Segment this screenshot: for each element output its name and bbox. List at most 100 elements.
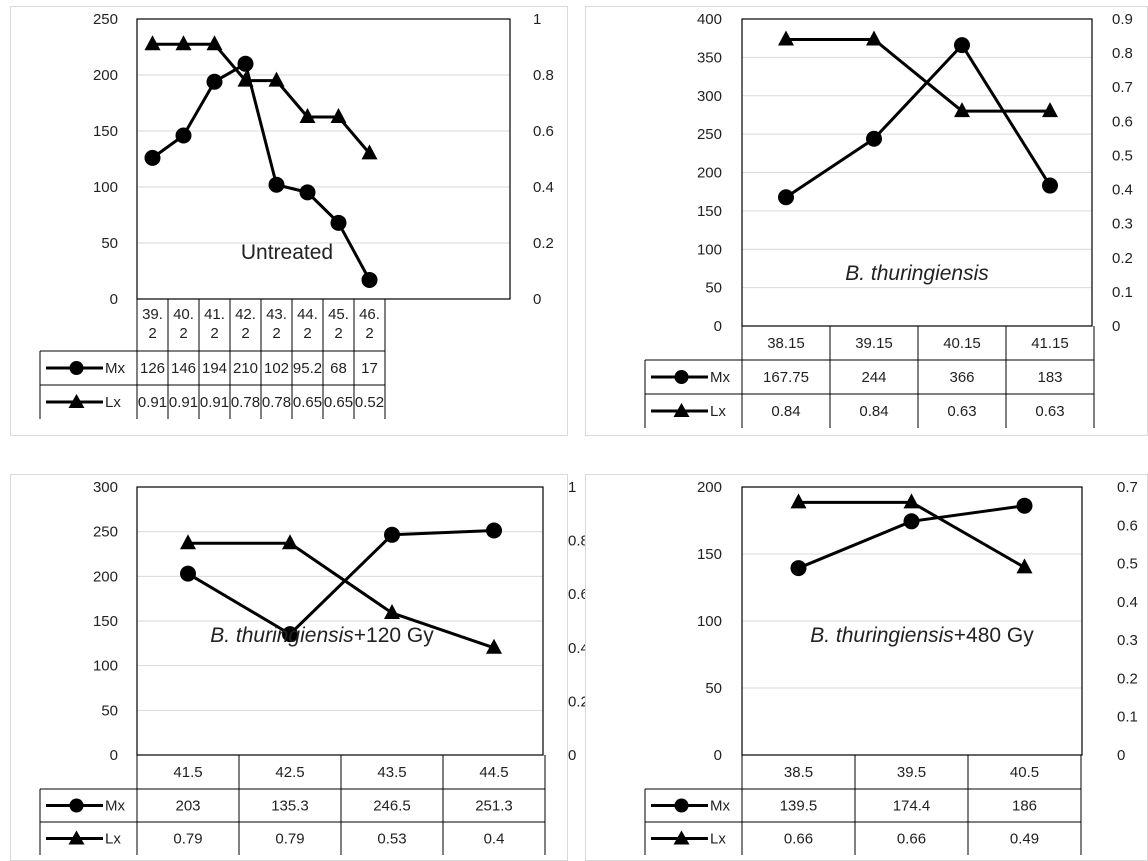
data-point <box>144 149 161 166</box>
table-value: 0.84 <box>859 403 888 420</box>
y-right-tick-label: 0.4 <box>568 640 589 657</box>
table-value: 210 <box>233 360 258 377</box>
data-point <box>237 71 254 87</box>
data-point <box>237 55 254 72</box>
data-point <box>384 603 400 619</box>
table-value: 203 <box>175 798 200 815</box>
table-value: 146 <box>171 360 196 377</box>
data-point <box>206 73 223 90</box>
category-label: 42.5 <box>275 764 304 781</box>
legend-label: Mx <box>105 360 125 377</box>
category-label: 39.15 <box>855 335 893 352</box>
y-left-tick-label: 250 <box>697 126 722 143</box>
y-right-tick-label: 0.8 <box>533 67 554 84</box>
series-lx: Lx 0.66 0.66 0.49 <box>651 493 1039 848</box>
table-value: 135.3 <box>271 798 309 815</box>
y-left-tick-label: 100 <box>93 658 118 675</box>
data-table: 39. 2 40. 2 41. 2 42. 2 43. 2 44. 2 45. 2 46. 2 <box>39 299 386 419</box>
data-point <box>1016 497 1033 514</box>
legend-label: Mx <box>710 369 730 386</box>
data-table: 38.5 39.5 40.5 <box>644 755 1082 855</box>
data-point <box>330 214 347 231</box>
y-right-tick-label: 0.6 <box>1117 517 1138 534</box>
category-label: 43. 2 <box>266 306 287 342</box>
legend-label: Mx <box>105 798 125 815</box>
data-point <box>790 493 807 509</box>
category-label: 40.5 <box>1010 764 1039 781</box>
y-left-tick-label: 50 <box>705 280 722 297</box>
category-label: 42. 2 <box>235 306 256 342</box>
y-left-tick-label: 400 <box>697 11 722 28</box>
table-value: 0.4 <box>484 831 505 848</box>
category-label: 44.5 <box>479 764 508 781</box>
category-label: 39.5 <box>897 764 926 781</box>
y-right-tick-label: 0 <box>533 291 541 308</box>
chart-frame <box>585 474 1148 861</box>
legend-key-marker <box>69 798 84 813</box>
y-left-tick-label: 300 <box>93 479 118 496</box>
data-point <box>486 638 502 654</box>
y-right-tick-label: 0.1 <box>1112 284 1133 301</box>
y-left-tick-label: 150 <box>93 123 118 140</box>
table-value: 0.79 <box>173 831 202 848</box>
y-left-tick-label: 50 <box>705 680 722 697</box>
y-right-tick-label: 1 <box>533 11 541 28</box>
legend-label: Lx <box>105 831 121 848</box>
data-point <box>180 534 196 550</box>
category-label: 41.5 <box>173 764 202 781</box>
table-value: 102 <box>264 360 289 377</box>
annotation-name: B. thuringiensis <box>810 624 954 647</box>
y-left-tick-label: 50 <box>101 702 118 719</box>
plot-area <box>741 18 1093 327</box>
series-line <box>152 42 371 155</box>
annotation-name: Untreated <box>241 241 333 264</box>
y-left-tick-label: 250 <box>93 11 118 28</box>
series-lx: Lx 0.84 0.84 0.63 0.63 <box>651 30 1065 420</box>
y-right-tick-label: 0.3 <box>1112 216 1133 233</box>
legend-key-marker <box>673 403 690 417</box>
series-mx: Mx 167.75 244 366 183 <box>651 37 1063 386</box>
y-right-tick-label: 0.6 <box>568 586 589 603</box>
y-right-tick-label: 0.4 <box>1117 594 1138 611</box>
category-label: 46. 2 <box>359 306 380 342</box>
y-left-tick-label: 200 <box>93 568 118 585</box>
table-value: 0.52 <box>355 394 384 411</box>
y-left-tick-label: 300 <box>697 88 722 105</box>
category-label: 38.15 <box>767 335 805 352</box>
series-mx: Mx 203 135.3 246.5 251.3 <box>46 522 513 815</box>
panel-annotation: Untreated <box>241 241 333 264</box>
table-value: 0.91 <box>138 394 167 411</box>
series-line <box>785 43 1052 199</box>
data-point <box>1042 177 1058 194</box>
data-point <box>268 176 285 193</box>
y-right-tick-label: 0.2 <box>1117 670 1138 687</box>
y-right-tick-label: 0.2 <box>1112 250 1133 267</box>
y-left-tick-label: 0 <box>714 747 722 764</box>
table-value: 0.49 <box>1010 831 1039 848</box>
y-left-tick-label: 0 <box>714 318 722 335</box>
table-value: 0.65 <box>324 394 353 411</box>
y-left-tick-label: 150 <box>697 203 722 220</box>
category-label: 38.5 <box>784 764 813 781</box>
data-point <box>175 35 192 51</box>
y-right-tick-label: 0.2 <box>533 235 554 252</box>
table-value: 0.66 <box>784 831 813 848</box>
y-right-tick-label: 0.2 <box>568 693 589 710</box>
series-line <box>188 541 495 650</box>
y-left-tick-label: 250 <box>93 524 118 541</box>
data-table: 41.5 42.5 43.5 44.5 <box>39 755 546 855</box>
series-line <box>786 37 1050 113</box>
data-point <box>778 189 794 206</box>
series-mx: Mx 139.5 174.4 186 <box>651 497 1037 815</box>
panel-annotation: B. thuringiensis+480 Gy <box>810 624 1034 647</box>
data-point <box>903 513 920 530</box>
legend-key-marker <box>68 830 85 845</box>
data-point <box>361 144 378 160</box>
data-point <box>180 565 196 582</box>
annotation-dose: +480 Gy <box>954 624 1034 647</box>
data-point <box>206 35 223 51</box>
data-point <box>330 108 347 123</box>
data-point <box>954 102 970 118</box>
legend-key-marker <box>673 830 690 845</box>
chart-panel-3: 300 250 200 150 100 50 0 1 0.8 0.6 0.4 0.2 0 41.5 42.5… <box>10 474 589 861</box>
